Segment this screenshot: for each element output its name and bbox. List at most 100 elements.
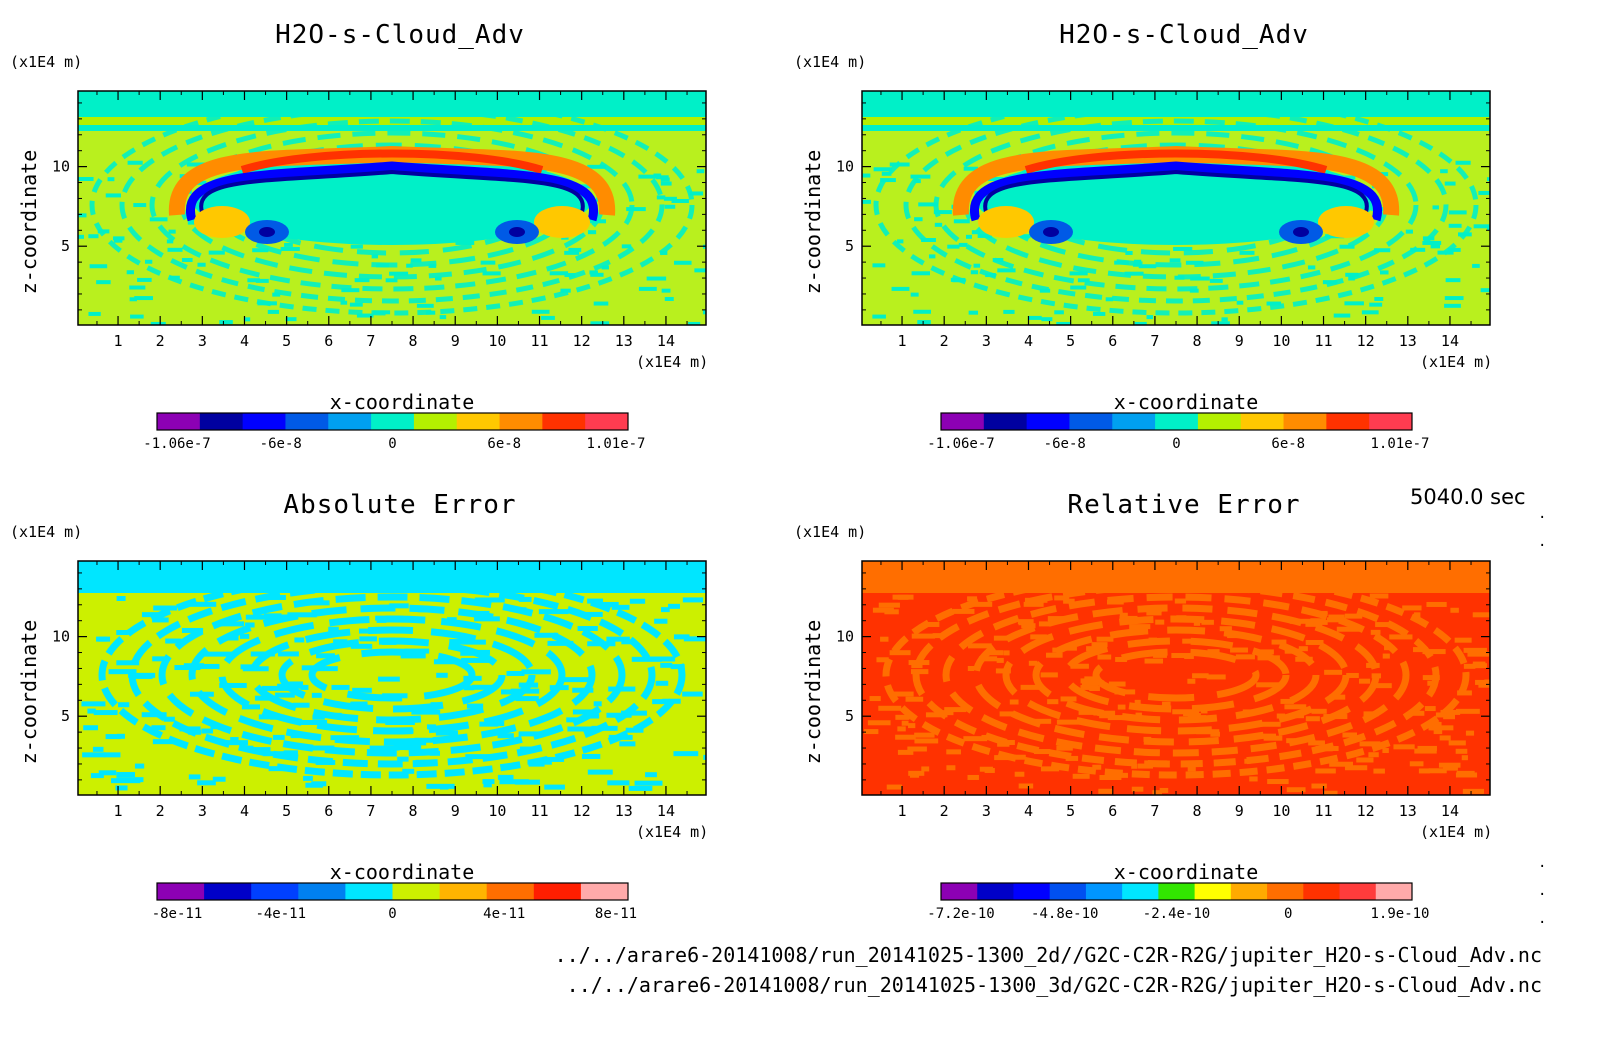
heatmap-cell <box>606 636 630 642</box>
heatmap-cell <box>1428 768 1447 774</box>
footer-file-path-1: ../../arare6-20141008/run_20141025-1300_… <box>554 943 1542 967</box>
x-axis-label: x-coordinate <box>1113 860 1259 884</box>
heatmap-cell <box>1361 310 1379 315</box>
heatmap-cell <box>113 236 125 241</box>
heatmap-cell <box>1472 663 1487 669</box>
heatmap-cell <box>661 288 671 293</box>
heatmap-arc-red <box>240 149 544 174</box>
heatmap-cell <box>567 726 597 732</box>
heatmap-cell <box>1462 788 1485 794</box>
heatmap-cell <box>105 734 121 740</box>
heatmap-cell <box>1184 653 1194 659</box>
heatmap-cell <box>463 685 475 691</box>
heatmap-cell <box>262 751 285 757</box>
heatmap-cell <box>703 754 706 760</box>
heatmap-cell <box>354 278 370 283</box>
heatmap-cell <box>1153 706 1167 712</box>
heatmap-cell <box>1040 672 1058 678</box>
heatmap-cell <box>925 621 940 627</box>
x-tick-label: 4 <box>240 332 249 350</box>
heatmap-cell <box>587 164 607 169</box>
heatmap-cell <box>876 657 889 663</box>
heatmap-cell <box>1432 721 1442 727</box>
y-tick-label: 5 <box>845 707 854 725</box>
heatmap-cell <box>910 669 929 675</box>
heatmap-cell <box>1486 177 1490 182</box>
heatmap-cell <box>141 712 167 718</box>
heatmap-cell <box>1021 623 1036 629</box>
heatmap-cell <box>1438 762 1461 768</box>
heatmap-cell <box>459 635 474 641</box>
heatmap-cell <box>107 177 115 182</box>
heatmap-cell <box>905 696 924 702</box>
heatmap-cell <box>440 784 449 790</box>
heatmap-cell <box>1375 622 1394 628</box>
heatmap-cell <box>1430 725 1454 731</box>
heatmap-cell <box>306 745 335 751</box>
heatmap-cell <box>1174 598 1187 604</box>
heatmap-cell <box>1461 755 1468 761</box>
heatmap-cell <box>978 656 998 662</box>
heatmap-cell <box>1414 748 1437 754</box>
heatmap-cell <box>702 310 706 315</box>
heatmap-cell <box>538 609 569 615</box>
heatmap-cell <box>1190 276 1210 281</box>
colorbar-swatch <box>533 883 582 900</box>
heatmap-cell <box>1132 262 1142 267</box>
heatmap-cell <box>378 676 400 682</box>
heatmap-cell <box>683 636 706 642</box>
heatmap-cell <box>1146 610 1162 616</box>
heatmap-cell <box>973 263 981 268</box>
heatmap-cell <box>203 651 234 657</box>
heatmap-blob-yellow <box>534 206 590 238</box>
heatmap-cell <box>589 270 598 275</box>
heatmap-cell <box>1430 244 1441 249</box>
heatmap-cell <box>130 314 144 319</box>
y-tick-label: 5 <box>61 707 70 725</box>
heatmap-cell <box>1393 744 1415 750</box>
heatmap-cell <box>971 230 981 235</box>
heatmap-cell <box>696 169 705 174</box>
heatmap-cell <box>590 272 604 277</box>
heatmap-cell <box>103 752 121 758</box>
heatmap-cell <box>1047 616 1069 622</box>
heatmap-cell <box>901 720 909 726</box>
heatmap-cell <box>385 278 398 283</box>
heatmap-cell <box>581 753 601 759</box>
heatmap-cell <box>564 250 580 255</box>
heatmap-cell <box>660 177 670 182</box>
heatmap-cell <box>545 756 565 762</box>
heatmap-cell <box>1440 169 1448 174</box>
heatmap-arc-navy <box>199 169 585 213</box>
heatmap-cell <box>1148 637 1158 643</box>
x-tick-label: 11 <box>1314 332 1332 350</box>
heatmap-cell <box>673 634 690 640</box>
heatmap-cell <box>564 273 576 278</box>
heatmap-cell <box>510 688 540 694</box>
heatmap-cell <box>607 780 630 786</box>
heatmap-cell <box>909 772 920 778</box>
heatmap-cell <box>1417 745 1437 751</box>
heatmap-cell <box>541 315 555 320</box>
heatmap-cell <box>1211 321 1230 325</box>
x-tick-label: 4 <box>1024 802 1033 820</box>
heatmap-cell <box>872 263 886 268</box>
heatmap-cell <box>1041 317 1053 322</box>
heatmap-cell <box>895 734 916 740</box>
heatmap-blob-yellow <box>194 206 250 238</box>
heatmap-cell <box>1348 276 1355 281</box>
heatmap-cell <box>1256 682 1280 688</box>
heatmap-cell <box>1242 709 1260 715</box>
heatmap-blob-yellow <box>1318 206 1374 238</box>
heatmap-cell <box>1342 732 1357 738</box>
y-tick-label: 10 <box>52 158 70 176</box>
heatmap-cell <box>83 725 99 731</box>
heatmap-cell <box>283 750 298 756</box>
heatmap-cell <box>911 271 930 276</box>
heatmap-ring <box>158 593 626 757</box>
heatmap-cell <box>274 692 295 698</box>
heatmap-cell <box>1316 610 1328 616</box>
